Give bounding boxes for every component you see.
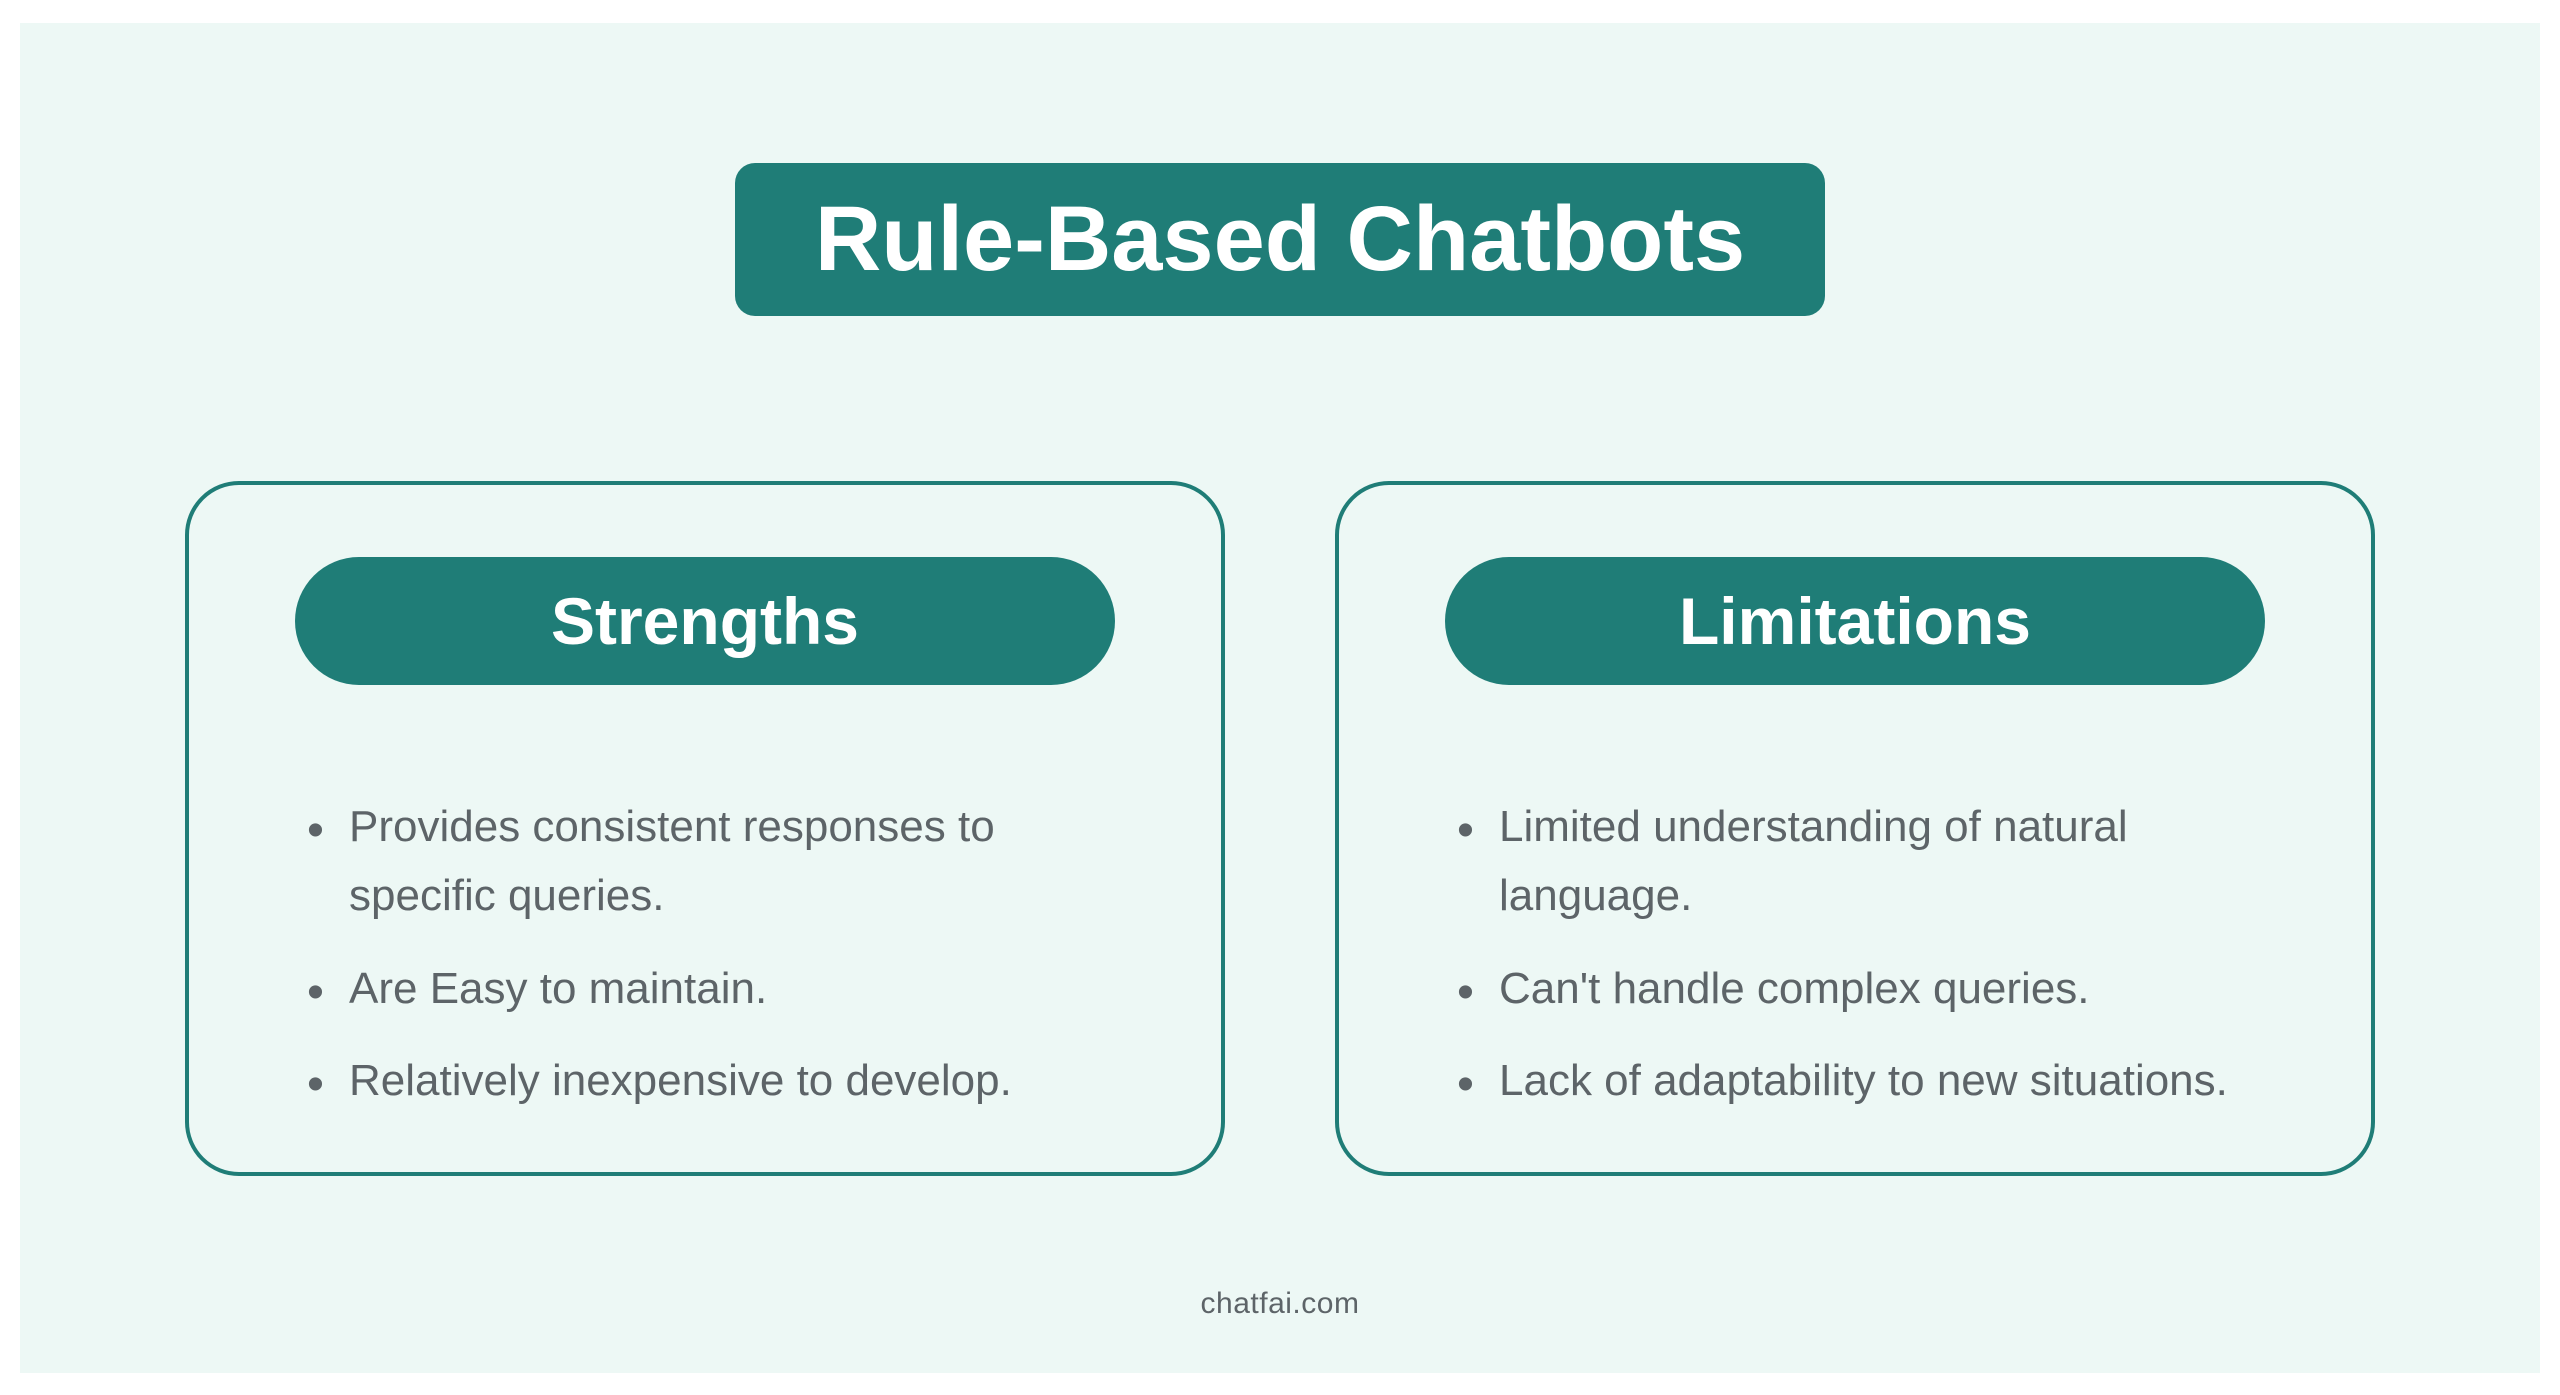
title-badge: Rule-Based Chatbots (735, 163, 1825, 316)
cards-row: Strengths Provides consistent responses … (20, 481, 2540, 1176)
list-item: Provides consistent responses to specifi… (297, 793, 1121, 930)
limitations-badge: Limitations (1445, 557, 2265, 686)
list-item: Lack of adaptability to new situations. (1447, 1047, 2271, 1116)
strengths-list: Provides consistent responses to specifi… (189, 793, 1221, 1140)
list-item: Are Easy to maintain. (297, 955, 1121, 1024)
footer-attribution: chatfai.com (20, 1287, 2540, 1321)
list-item: Can't handle complex queries. (1447, 955, 2271, 1024)
strengths-badge: Strengths (295, 557, 1115, 686)
list-item: Limited understanding of natural languag… (1447, 793, 2271, 930)
strengths-card: Strengths Provides consistent responses … (185, 481, 1225, 1176)
limitations-card: Limitations Limited understanding of nat… (1335, 481, 2375, 1176)
infographic-canvas: Rule-Based Chatbots Strengths Provides c… (20, 23, 2540, 1373)
list-item: Relatively inexpensive to develop. (297, 1047, 1121, 1116)
limitations-list: Limited understanding of natural languag… (1339, 793, 2371, 1140)
